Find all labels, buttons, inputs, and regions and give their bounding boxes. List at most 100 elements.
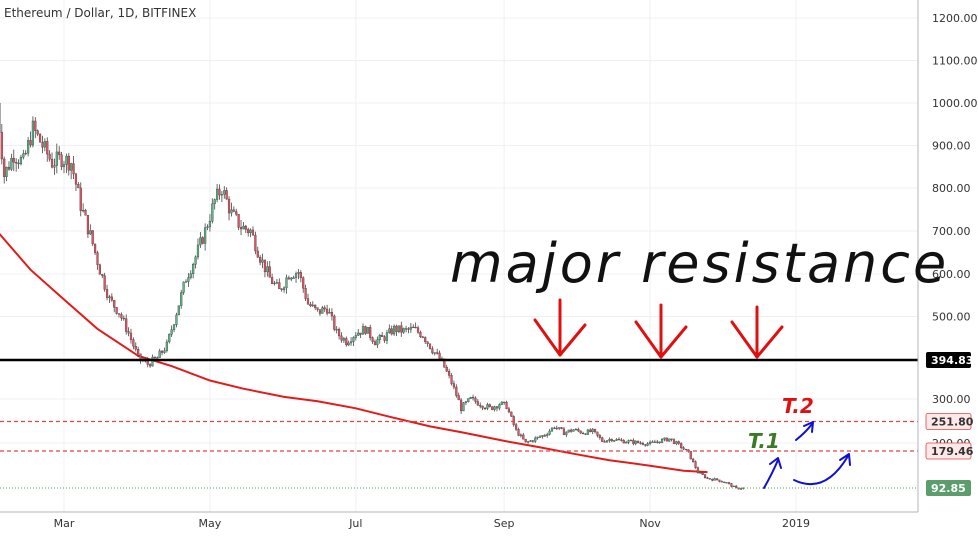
candle-down: [128, 332, 130, 334]
candle-down: [77, 184, 79, 188]
candle-down: [721, 481, 723, 482]
candle-up: [180, 292, 182, 305]
levels: [0, 360, 918, 488]
candle-up: [89, 230, 91, 234]
candle-down: [563, 429, 565, 435]
candle-up: [635, 441, 637, 444]
candle-down: [94, 244, 96, 253]
candle-down: [278, 283, 280, 289]
candle-down: [331, 312, 333, 316]
candle-up: [465, 402, 467, 403]
candle-down: [257, 251, 259, 257]
candle-down: [61, 155, 63, 167]
candle-down: [678, 442, 680, 444]
candle-down: [68, 156, 70, 170]
candle-up: [568, 430, 570, 432]
candle-up: [44, 141, 46, 147]
candle-up: [740, 489, 742, 490]
candle-up: [410, 327, 412, 329]
candle-down: [125, 319, 127, 332]
candle-down: [544, 435, 546, 436]
candle-up: [668, 439, 670, 441]
candle-up: [207, 227, 209, 228]
candle-down: [252, 230, 254, 235]
candle-up: [243, 226, 245, 229]
candle-down: [247, 229, 249, 232]
candle-up: [470, 397, 472, 398]
candle-up: [164, 351, 166, 353]
candle-up: [613, 440, 615, 441]
candle-down: [123, 318, 125, 319]
candle-up: [214, 200, 216, 204]
candle-down: [391, 329, 393, 334]
candle-up: [520, 435, 522, 436]
candle-down: [673, 440, 675, 444]
candle-up: [487, 405, 489, 409]
level-price-label: 179.46: [931, 445, 974, 458]
candle-down: [570, 430, 572, 431]
candle-down: [307, 299, 309, 305]
candle-down: [113, 300, 115, 307]
candle-down: [692, 459, 694, 462]
candle-up: [178, 306, 180, 315]
candle-down: [707, 478, 709, 479]
x-tick-label: Sep: [494, 517, 515, 530]
candle-up: [197, 245, 199, 257]
candle-down: [381, 335, 383, 337]
candle-down: [728, 482, 730, 483]
candle-down: [580, 431, 582, 433]
candle-down: [400, 326, 402, 333]
candle-up: [534, 438, 536, 441]
candle-down: [666, 438, 668, 441]
candle-up: [195, 257, 197, 264]
candle-down: [716, 479, 718, 480]
candle-down: [202, 238, 204, 244]
x-tick-label: Jul: [348, 517, 362, 530]
level-price-label: 394.83: [931, 354, 973, 367]
candle-up: [494, 407, 496, 410]
candle-down: [513, 416, 515, 424]
candle-up: [661, 439, 663, 442]
candle-up: [65, 156, 67, 164]
candle-up: [221, 194, 223, 195]
candle-down: [731, 484, 733, 487]
candle-down: [15, 162, 17, 163]
candle-up: [625, 442, 627, 443]
candle-down: [415, 327, 417, 328]
candle-down: [118, 314, 120, 315]
candle-up: [355, 335, 357, 337]
candle-down: [161, 351, 163, 353]
candle-down: [620, 440, 622, 441]
candle-down: [640, 443, 642, 444]
candle-up: [329, 312, 331, 313]
candle-up: [159, 351, 161, 358]
candle-down: [42, 142, 44, 147]
candle-up: [266, 267, 268, 272]
candle-down: [439, 353, 441, 359]
candle-up: [537, 437, 539, 438]
candle-down: [365, 326, 367, 333]
candle-down: [582, 433, 584, 434]
candle-up: [173, 325, 175, 330]
candle-down: [13, 158, 15, 162]
candle-down: [8, 167, 10, 169]
candle-up: [70, 164, 72, 171]
y-tick-label: 1100.00: [932, 55, 978, 68]
candle-up: [565, 432, 567, 435]
candle-down: [1, 132, 3, 159]
candle-up: [362, 326, 364, 334]
candle-up: [353, 337, 355, 341]
candle-down: [597, 432, 599, 435]
candle-up: [204, 228, 206, 244]
candle-down: [121, 314, 123, 318]
candle-up: [6, 167, 8, 177]
candle-down: [49, 154, 51, 159]
candle-up: [714, 479, 716, 481]
candle-down: [553, 428, 555, 429]
candle-down: [601, 438, 603, 442]
candle-up: [231, 210, 233, 213]
candle-down: [702, 473, 704, 475]
candle-up: [403, 329, 405, 333]
